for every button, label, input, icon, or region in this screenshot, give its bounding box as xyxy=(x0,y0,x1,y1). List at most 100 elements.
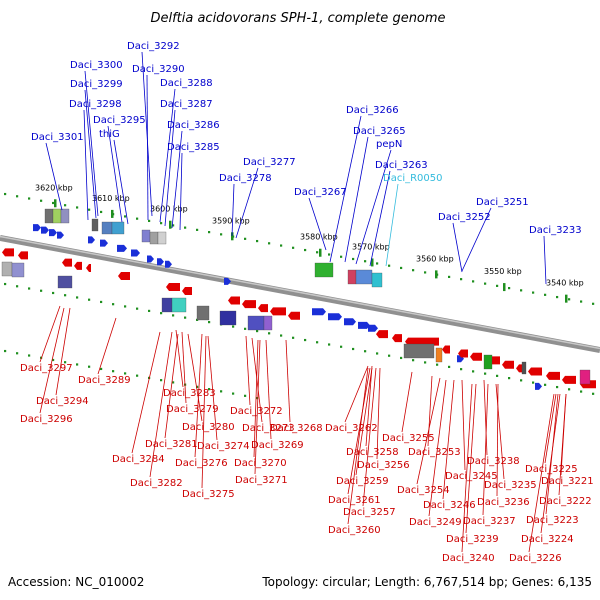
track-dot xyxy=(256,396,259,400)
forward-gene-label: Daci_3300 xyxy=(70,60,123,71)
reverse-leader-line xyxy=(181,331,187,404)
gene-block xyxy=(247,315,265,331)
track-dot xyxy=(472,370,475,373)
forward-gene-label: Daci_3290 xyxy=(132,64,185,75)
reverse-leader-line xyxy=(347,367,369,525)
gene-block xyxy=(196,305,210,321)
track-dot xyxy=(52,291,55,295)
track-dot xyxy=(544,383,547,386)
track-dot xyxy=(16,195,19,198)
forward-gene-arrow xyxy=(131,249,140,257)
forward-gene-label: Daci_3267 xyxy=(294,187,347,198)
forward-gene-arrow xyxy=(224,277,231,285)
reverse-leader-line xyxy=(558,393,567,496)
track-dot xyxy=(376,352,379,355)
gene-block xyxy=(91,218,99,232)
reverse-gene-arrow xyxy=(376,330,388,339)
track-dot xyxy=(208,231,211,234)
reverse-leader-line xyxy=(427,375,433,447)
reverse-leader-line xyxy=(265,339,272,440)
scale-tick-mark xyxy=(169,220,172,229)
forward-leader-line xyxy=(461,207,492,272)
scale-tick-mark xyxy=(503,283,506,292)
reverse-leader-line xyxy=(344,365,369,423)
accession-text: Accession: NC_010002 xyxy=(8,575,144,589)
backbone-line xyxy=(0,235,600,353)
forward-gene-arrow xyxy=(33,224,41,232)
track-dot xyxy=(292,246,295,249)
forward-gene-arrow xyxy=(49,229,57,237)
track-dot xyxy=(232,392,235,395)
track-dot xyxy=(64,294,67,297)
forward-gene-label: Daci_3298 xyxy=(69,99,122,110)
reverse-gene-label: Daci_3281 xyxy=(145,439,198,450)
reverse-gene-label: Daci_3294 xyxy=(36,396,89,407)
forward-gene-label: Daci_3266 xyxy=(346,105,399,116)
forward-gene-arrow xyxy=(312,308,326,316)
forward-gene-label: Daci_3277 xyxy=(243,157,296,168)
scale-tick-mark xyxy=(231,232,234,241)
reverse-leader-line xyxy=(362,367,377,507)
reverse-leader-line xyxy=(482,383,489,516)
reverse-gene-label: Daci_3274 xyxy=(197,441,250,452)
reverse-gene-label: Daci_3237 xyxy=(463,516,516,527)
scale-tick-label: 3600 kbp xyxy=(150,205,188,214)
track-dot xyxy=(244,327,247,330)
track-dot xyxy=(172,224,175,227)
gene-block xyxy=(149,231,159,245)
gene-block xyxy=(355,269,373,285)
track-dot xyxy=(76,363,79,366)
reverse-gene-label: Daci_3279 xyxy=(166,404,219,415)
reverse-leader-line xyxy=(401,371,413,433)
forward-gene-label: Daci_3287 xyxy=(160,99,213,110)
track-dot xyxy=(76,296,79,299)
scale-tick-mark xyxy=(54,199,57,208)
reverse-leader-line xyxy=(376,367,381,460)
forward-gene-label: Daci_3292 xyxy=(127,41,180,52)
forward-gene-label: Daci_3251 xyxy=(476,197,529,208)
track-dot xyxy=(100,367,103,371)
reverse-leader-line xyxy=(355,367,373,476)
reverse-gene-arrow xyxy=(18,251,28,260)
gene-block xyxy=(101,221,113,235)
forward-gene-label: Daci_3263 xyxy=(375,160,428,171)
track-dot xyxy=(424,271,427,274)
scale-ticks: 3620 kbp 3610 kbp 3600 kbp 3590 kbp 3580 kbp… xyxy=(35,183,584,303)
track-dot xyxy=(220,390,223,393)
track-dot xyxy=(112,370,115,373)
track-dot xyxy=(328,253,331,256)
track-dot xyxy=(40,199,43,202)
reverse-leader-line xyxy=(187,333,203,422)
track-dot xyxy=(412,359,415,362)
reverse-leader-line xyxy=(428,379,447,517)
forward-leader-line xyxy=(543,235,547,285)
forward-gene-label: Daci_3252 xyxy=(438,212,491,223)
track-dot xyxy=(520,379,523,382)
forward-leader-line xyxy=(84,70,99,217)
forward-labels: Daci_3292 Daci_3300 Daci_3290 Daci_3299 Daci… xyxy=(31,41,582,236)
track-dot xyxy=(568,388,571,391)
gene-block xyxy=(60,208,70,224)
reverse-leader-line xyxy=(496,383,499,497)
track-dot xyxy=(148,309,151,313)
track-dot xyxy=(88,365,91,368)
track-dot xyxy=(448,365,451,369)
forward-leader-line xyxy=(179,152,183,231)
scale-tick-label: 3560 kbp xyxy=(416,254,454,263)
forward-gene-label: Daci_3233 xyxy=(529,225,582,236)
track-dot xyxy=(244,394,247,397)
reverse-gene-label: Daci_3225 xyxy=(525,464,578,475)
track-dot xyxy=(256,239,259,243)
reverse-gene-arrow xyxy=(405,337,439,346)
reverse-leader-line xyxy=(465,383,477,534)
track-dot xyxy=(316,251,319,254)
reverse-gene-label: Daci_3262 xyxy=(325,423,378,434)
gene-block xyxy=(263,315,273,331)
track-dot xyxy=(4,192,7,196)
reverse-gene-arrow xyxy=(62,258,72,267)
track-dot xyxy=(460,368,463,371)
track-dot xyxy=(88,208,91,211)
reverse-gene-arrow xyxy=(528,367,542,376)
gene-block xyxy=(579,369,591,385)
reverse-gene-arrow xyxy=(288,311,300,320)
